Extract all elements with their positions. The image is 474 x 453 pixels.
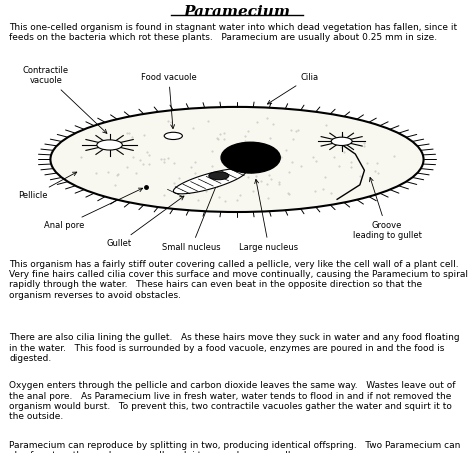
Text: This organism has a fairly stiff outer covering called a pellicle, very like the: This organism has a fairly stiff outer c… [9, 260, 468, 300]
Text: Food vacuole: Food vacuole [141, 72, 197, 129]
Text: There are also cilia lining the gullet.   As these hairs move they suck in water: There are also cilia lining the gullet. … [9, 333, 460, 363]
Circle shape [164, 132, 182, 140]
Circle shape [331, 137, 352, 145]
Polygon shape [173, 169, 246, 194]
Text: Paramecium: Paramecium [183, 5, 291, 19]
Text: This one-celled organism is found in stagnant water into which dead vegetation h: This one-celled organism is found in sta… [9, 23, 457, 43]
Text: Groove
leading to gullet: Groove leading to gullet [353, 178, 421, 241]
Text: Pellicle: Pellicle [18, 172, 77, 200]
Circle shape [209, 172, 229, 180]
Ellipse shape [221, 142, 280, 173]
Text: Small nucleus: Small nucleus [162, 183, 221, 252]
Text: Gullet: Gullet [106, 196, 184, 248]
Text: Contractile
vacuole: Contractile vacuole [23, 66, 107, 133]
Text: Oxygen enters through the pellicle and carbon dioxide leaves the same way.   Was: Oxygen enters through the pellicle and c… [9, 381, 456, 421]
Text: Cilia: Cilia [267, 72, 319, 104]
Text: Paramecium can reproduce by splitting in two, producing identical offspring.   T: Paramecium can reproduce by splitting in… [9, 441, 461, 453]
Ellipse shape [50, 107, 424, 212]
Text: Anal pore: Anal pore [44, 188, 143, 230]
Text: Large nucleus: Large nucleus [239, 179, 299, 252]
Circle shape [97, 140, 122, 150]
